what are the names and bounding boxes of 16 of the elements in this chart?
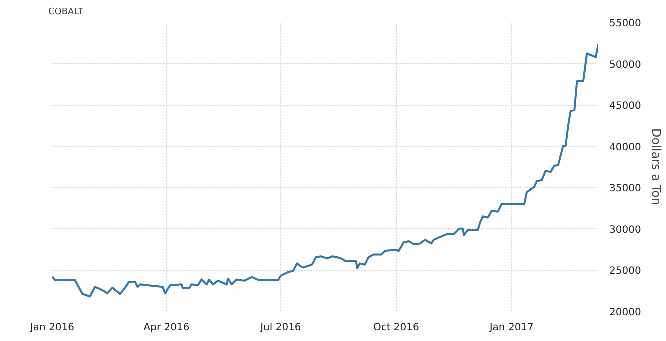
y-tick-label: 55000 [610, 18, 642, 30]
x-tick-label: Jan 2017 [488, 322, 534, 334]
y-axis-title: Dollars a Ton [649, 128, 664, 206]
chart-title: COBALT [48, 8, 84, 18]
x-tick-label: Oct 2016 [373, 322, 420, 334]
y-tick-label: 35000 [610, 184, 642, 195]
y-tick-label: 45000 [610, 101, 642, 112]
y-tick-label: 40000 [610, 142, 642, 154]
x-tick-label: Apr 2016 [144, 322, 190, 334]
line-series [52, 43, 598, 298]
y-tick-label: 50000 [610, 60, 642, 71]
x-tick-label: Jan 2016 [29, 322, 75, 334]
y-tick-label: 20000 [610, 308, 642, 318]
x-tick-label: Jul 2016 [260, 322, 302, 334]
y-tick-label: 25000 [610, 266, 642, 278]
y-tick-label: 30000 [610, 224, 642, 236]
